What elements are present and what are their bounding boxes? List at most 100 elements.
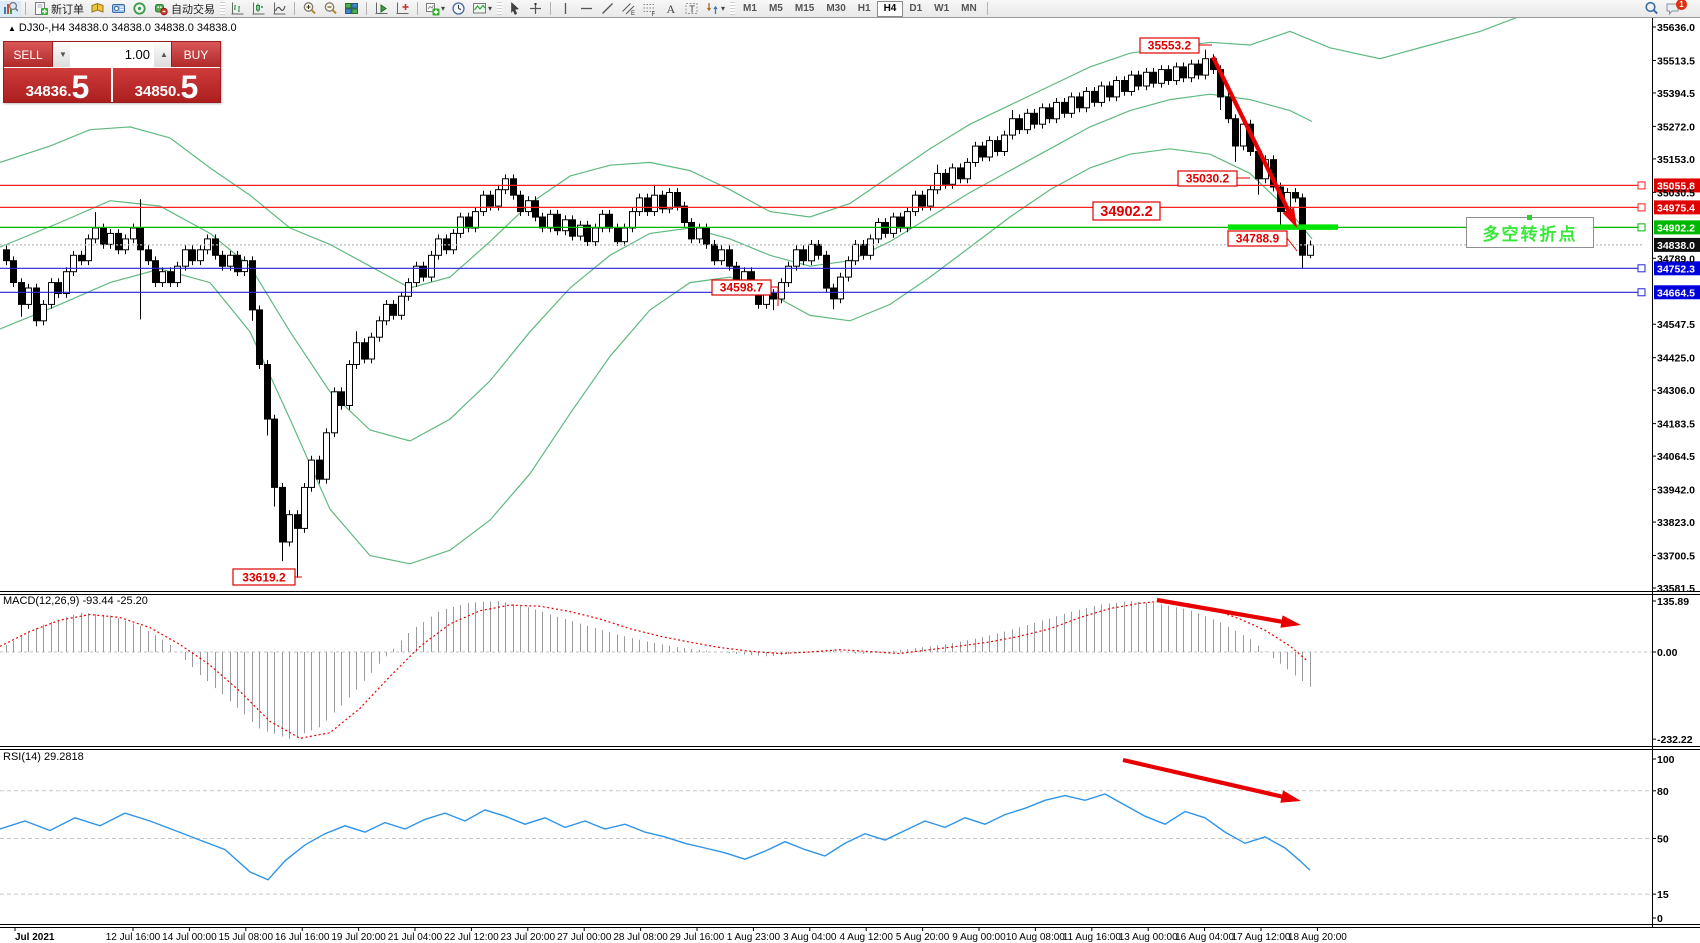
- navigator-icon[interactable]: [129, 1, 150, 17]
- dropdown-caret-icon[interactable]: ▾: [488, 4, 493, 13]
- timeframe-m15[interactable]: M15: [794, 3, 815, 14]
- timeframe-mn[interactable]: MN: [961, 3, 977, 14]
- volume-down-button[interactable]: ▼: [53, 42, 70, 67]
- candle-down: [1195, 63, 1202, 76]
- trendline-icon[interactable]: [597, 1, 618, 17]
- turning-point-highlight[interactable]: [1228, 224, 1338, 230]
- candle-down: [465, 216, 472, 229]
- tile-windows-icon[interactable]: [341, 1, 362, 17]
- level-line-handle[interactable]: [1637, 223, 1646, 232]
- bar-chart-icon[interactable]: [227, 1, 248, 17]
- bid-price[interactable]: 34836. 5: [4, 68, 111, 103]
- new-order-button[interactable]: 新订单: [30, 1, 87, 17]
- new-chart-icon[interactable]: ▾: [422, 1, 448, 17]
- timeframe-d1[interactable]: D1: [909, 3, 923, 14]
- price-callout[interactable]: 35030.2: [1177, 170, 1250, 187]
- rsi-panel[interactable]: RSI(14) 29.2818: [0, 751, 1652, 895]
- candle-up: [718, 249, 725, 262]
- level-line-handle[interactable]: [1637, 264, 1646, 273]
- time-axis-label: 10 Aug 08:00: [1006, 932, 1065, 943]
- candle-down: [957, 167, 964, 180]
- trend-arrow-main[interactable]: [1211, 56, 1297, 228]
- price-tag: [1654, 285, 1700, 300]
- macd-axis-tick: -232.22: [1657, 734, 1693, 746]
- level-line-handle[interactable]: [1637, 181, 1646, 190]
- level-line-handle[interactable]: [1637, 288, 1646, 297]
- level-line-handle[interactable]: [1637, 203, 1646, 212]
- candlestick-chart-icon[interactable]: [248, 1, 269, 17]
- volume-up-button[interactable]: ▲: [154, 42, 171, 67]
- market-watch-icon[interactable]: [87, 1, 108, 17]
- price-axis[interactable]: 35055.8 34975.4 34902.2 34838.0 34752.3 34664…: [1652, 22, 1700, 925]
- chat-icon[interactable]: 1: [1662, 0, 1694, 17]
- toolbar-separator: [417, 2, 418, 15]
- main-price-panel[interactable]: 35553.2 35030.2 34902.2 34788.9 34598.7 33619…: [0, 6, 1646, 586]
- annotation-note[interactable]: 多空转折点: [1466, 215, 1594, 248]
- candle-up: [92, 227, 99, 240]
- price-callout[interactable]: 33619.2: [232, 568, 302, 586]
- buy-button[interactable]: BUY: [172, 42, 220, 67]
- fibonacci-icon[interactable]: F: [639, 1, 660, 17]
- timeframe-m1[interactable]: M1: [743, 3, 757, 14]
- timeframe-h4-active[interactable]: H4: [876, 0, 904, 17]
- arrows-tool-icon[interactable]: ▾: [702, 1, 728, 17]
- autotrading-button[interactable]: 自动交易: [150, 1, 218, 17]
- time-axis[interactable]: Jul 2021 12 Jul 16:00 14 Jul 00:00 15 Jul 0…: [14, 927, 1347, 943]
- candle-down: [219, 254, 226, 267]
- text-icon[interactable]: A: [660, 1, 681, 17]
- templates-icon[interactable]: ▾: [469, 1, 495, 17]
- price-callout[interactable]: 34788.9: [1227, 230, 1298, 252]
- arrow-shaft: [1122, 757, 1292, 801]
- candle-down: [554, 213, 561, 232]
- symbol-ohlc-line[interactable]: ▲ DJ30-,H4 34838.0 34838.0 34838.0 34838.…: [8, 22, 237, 34]
- data-window-icon[interactable]: [108, 1, 129, 17]
- trend-arrow-rsi[interactable]: [1122, 757, 1301, 803]
- crosshair-icon[interactable]: [525, 1, 546, 17]
- zoom-in-icon[interactable]: [299, 1, 320, 17]
- chart-shift-icon[interactable]: [392, 1, 413, 17]
- clock-icon[interactable]: [448, 1, 469, 17]
- timeframe-m30[interactable]: M30: [826, 3, 846, 14]
- price-callout[interactable]: 34598.7: [711, 279, 779, 306]
- zoom-out-icon[interactable]: [320, 1, 341, 17]
- note-handle[interactable]: [1527, 215, 1532, 220]
- candle-down: [1031, 112, 1038, 125]
- price-callout[interactable]: 34902.2: [1092, 201, 1161, 221]
- rsi-line: [0, 793, 1311, 881]
- macd-panel[interactable]: MACD(12,26,9) -93.44 -25.20: [0, 595, 1652, 739]
- cursor-icon[interactable]: [504, 1, 525, 17]
- auto-scroll-icon[interactable]: [371, 1, 392, 17]
- candle-down: [10, 260, 17, 284]
- candle-down: [212, 238, 219, 256]
- vertical-line-icon[interactable]: [555, 1, 576, 17]
- price-tag-label: 34975.4: [1657, 202, 1695, 214]
- price-callout[interactable]: 35553.2: [1139, 37, 1212, 54]
- timeframe-h1[interactable]: H1: [857, 3, 871, 14]
- text-label-icon[interactable]: T: [681, 1, 702, 17]
- candle-up: [778, 282, 785, 300]
- candle-down: [316, 459, 323, 480]
- candle-up: [562, 219, 569, 232]
- dropdown-caret-icon[interactable]: ▾: [441, 4, 446, 13]
- volume-input[interactable]: [70, 42, 154, 67]
- indicators-icon[interactable]: [0, 0, 21, 17]
- search-icon[interactable]: [1641, 1, 1662, 17]
- candle-up: [480, 194, 487, 213]
- timeframe-w1[interactable]: W1: [934, 3, 950, 14]
- rsi-indicator-label: RSI(14) 29.2818: [3, 751, 84, 763]
- horizontal-line-icon[interactable]: [576, 1, 597, 17]
- dropdown-caret-icon[interactable]: ▾: [721, 4, 726, 13]
- ask-price[interactable]: 34850. 5: [113, 68, 220, 103]
- candle-up: [852, 243, 859, 262]
- line-chart-icon[interactable]: [269, 1, 290, 17]
- price-tag-label: 34664.5: [1657, 287, 1695, 299]
- candle-down: [1076, 96, 1083, 109]
- macd-signal-line: [0, 600, 1309, 739]
- timeframe-m5[interactable]: M5: [768, 3, 783, 14]
- collapse-triangle-icon[interactable]: ▲: [8, 24, 16, 33]
- sell-button[interactable]: SELL: [4, 42, 52, 67]
- candle-up: [107, 232, 114, 245]
- equidistant-channel-icon[interactable]: E: [618, 1, 639, 17]
- trend-arrow-macd[interactable]: [1156, 597, 1301, 628]
